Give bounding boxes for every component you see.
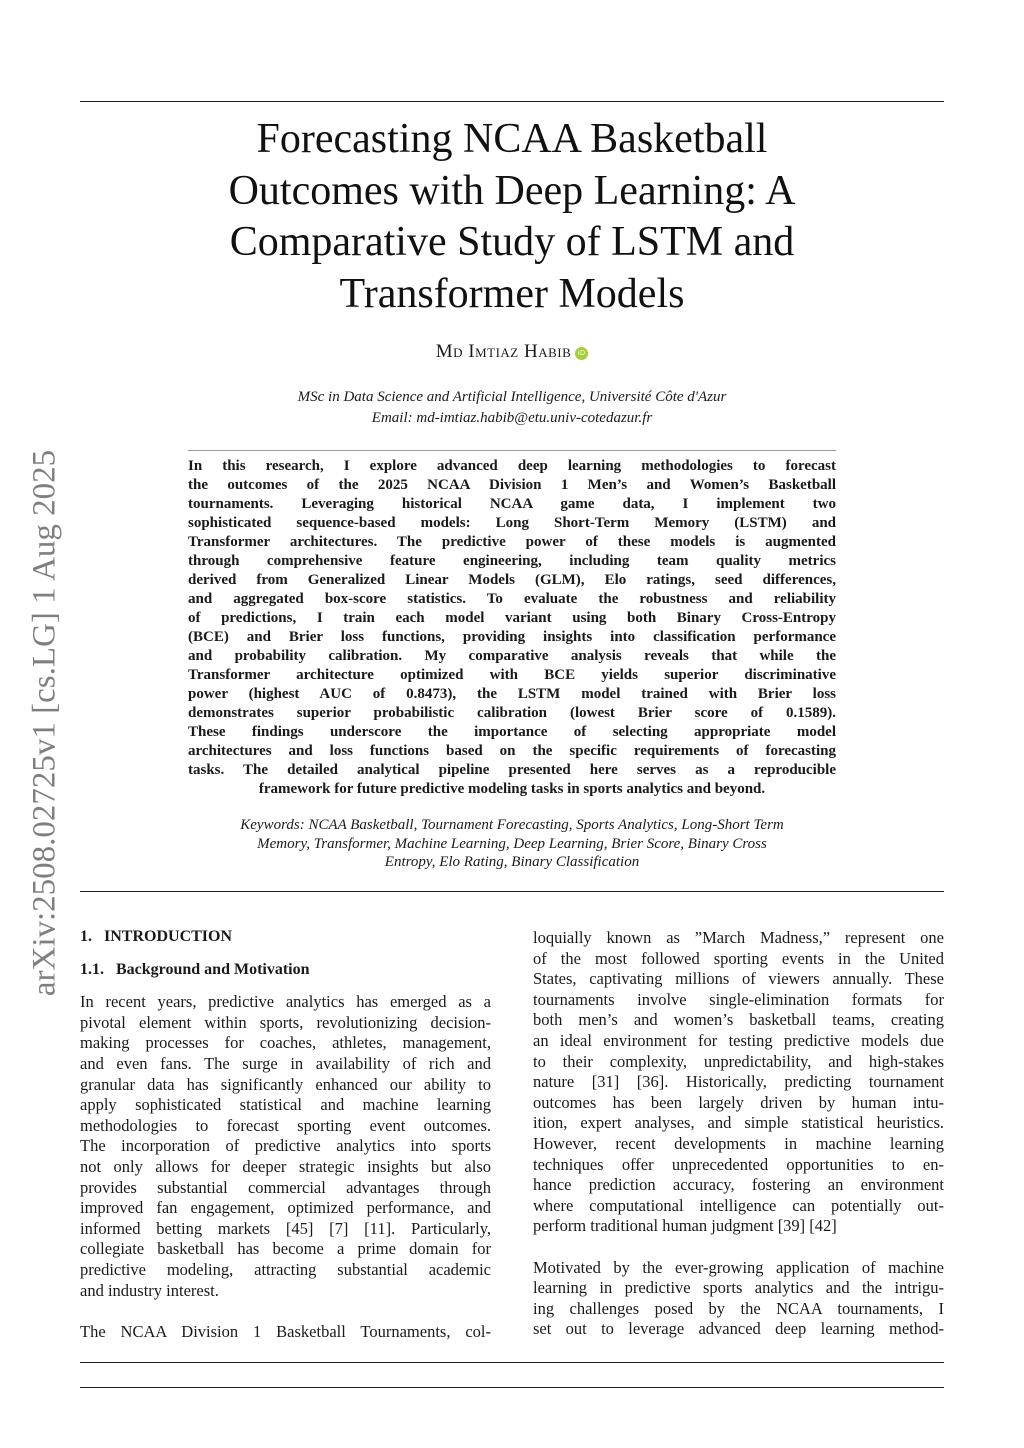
text-line: predictive modeling, attracting substant… — [80, 1259, 491, 1279]
text-line: techniques offer unprecedented opportuni… — [533, 1154, 944, 1174]
abstract-line: demonstrates superior probabilistic cali… — [188, 705, 836, 721]
abstract-line: In this research, I explore advanced dee… — [188, 458, 836, 474]
text-line: learning in predictive sports analytics … — [533, 1278, 944, 1298]
text-line: not only allows for deeper strategic ins… — [80, 1156, 491, 1176]
author-email[interactable]: Email: md-imtiaz.habib@etu.univ-cotedazu… — [371, 410, 653, 426]
keywords-line: Keywords: NCAA Basketball, Tournament Fo… — [240, 817, 784, 833]
abstract-line: architectures and loss functions based o… — [188, 743, 836, 759]
text-line: where computational intelligence can pot… — [533, 1195, 944, 1215]
text-line: In recent years, predictive analytics ha… — [80, 992, 491, 1012]
affiliation: MSc in Data Science and Artificial Intel… — [297, 389, 727, 405]
abstract-line: (BCE) and Brier loss functions, providin… — [188, 629, 836, 645]
abstract-line: Transformer architecture optimized with … — [188, 667, 836, 683]
section-title: INTRODUCTION — [104, 928, 233, 945]
paper-title: Forecasting NCAA Basketball Outcomes with… — [0, 114, 1024, 320]
author-name: Md Imtiaz Habib — [435, 341, 572, 362]
abstract-line: tasks. The detailed analytical pipeline … — [188, 762, 836, 778]
text-line: ing challenges posed by the NCAA tournam… — [533, 1298, 944, 1318]
title-line: Forecasting NCAA Basketball — [256, 116, 768, 162]
title-line: Comparative Study of LSTM and — [229, 219, 795, 265]
text-line: improved fan engagement, optimized perfo… — [80, 1198, 491, 1218]
arxiv-identifier-stamp: arXiv:2508.02725v1 [cs.LG] 1 Aug 2025 — [26, 449, 63, 997]
text-line: collegiate basketball has become a prime… — [80, 1239, 491, 1259]
abstract-line: and probability calibration. My comparat… — [188, 648, 836, 664]
paragraph: loquially known as ”March Madness,” repr… — [533, 928, 944, 1237]
text-line: methodologies to forecast sporting event… — [80, 1115, 491, 1135]
paragraph: In recent years, predictive analytics ha… — [80, 992, 491, 1301]
text-line: making processes for coaches, athletes, … — [80, 1033, 491, 1053]
subsection-heading: 1.1. Background and Motivation — [80, 960, 491, 981]
abstract-line: These findings underscore the importance… — [188, 724, 836, 740]
text-line: informed betting markets [45] [7] [11]. … — [80, 1218, 491, 1238]
keywords-line: Entropy, Elo Rating, Binary Classificati… — [384, 854, 640, 870]
abstract-line: power (highest AUC of 0.8473), the LSTM … — [188, 686, 836, 702]
subsection-number: 1.1. — [80, 960, 104, 978]
text-line: an ideal environment for testing predict… — [533, 1030, 944, 1050]
text-line: to their complexity, unpredictability, a… — [533, 1051, 944, 1071]
subsection-title: Background and Motivation — [116, 960, 310, 978]
abstract-line: derived from Generalized Linear Models (… — [188, 572, 836, 588]
footer-rule-lower — [80, 1387, 944, 1388]
abstract-line: tournaments. Leveraging historical NCAA … — [188, 496, 836, 512]
section-number: 1. — [80, 928, 92, 945]
text-line: pivotal element within sports, revolutio… — [80, 1012, 491, 1032]
keywords: Keywords: NCAA Basketball, Tournament Fo… — [188, 816, 836, 872]
text-line: Motivated by the ever-growing applicatio… — [533, 1257, 944, 1277]
text-line: and industry interest. — [80, 1280, 219, 1300]
text-line: provides substantial commercial advantag… — [80, 1177, 491, 1197]
text-line: nature [31] [36]. Historically, predicti… — [533, 1072, 944, 1092]
right-column: loquially known as ”March Madness,” repr… — [533, 928, 944, 1360]
top-rule — [80, 101, 944, 102]
abstract-line: through comprehensive feature engineerin… — [188, 553, 836, 569]
text-line: outcomes has been largely driven by huma… — [533, 1092, 944, 1112]
text-line: The NCAA Division 1 Basketball Tournamen… — [80, 1321, 491, 1341]
abstract: In this research, I explore advanced dee… — [188, 457, 836, 799]
text-line: of the most followed sporting events in … — [533, 948, 944, 968]
text-line: apply sophisticated statistical and mach… — [80, 1095, 491, 1115]
footer-rule-upper — [80, 1362, 944, 1363]
text-line: tournaments involve single-elimination f… — [533, 989, 944, 1009]
text-line: However, recent developments in machine … — [533, 1133, 944, 1153]
abstract-line: of predictions, I train each model varia… — [188, 610, 836, 626]
text-line: both men’s and women’s basketball teams,… — [533, 1010, 944, 1030]
abstract-line: framework for future predictive modeling… — [258, 781, 766, 797]
abstract-line: and aggregated box-score statistics. To … — [188, 591, 836, 607]
abstract-line: Transformer architectures. The predictiv… — [188, 534, 836, 550]
left-column: 1. INTRODUCTION 1.1. Background and Moti… — [80, 927, 491, 1363]
abstract-top-rule — [188, 450, 836, 451]
section-heading: 1. INTRODUCTION — [80, 927, 491, 948]
title-line: Transformer Models — [339, 270, 685, 317]
text-line: set out to leverage advanced deep learni… — [533, 1319, 944, 1339]
text-line: granular data has significantly enhanced… — [80, 1074, 491, 1094]
text-line: ition, expert analyses, and simple stati… — [533, 1113, 944, 1133]
keywords-line: Memory, Transformer, Machine Learning, D… — [257, 835, 767, 852]
abstract-bottom-rule — [80, 891, 944, 892]
abstract-line: sophisticated sequence-based models: Lon… — [188, 515, 836, 531]
text-line: and even fans. The surge in availability… — [80, 1053, 491, 1073]
orcid-icon[interactable]: iD — [575, 347, 589, 360]
author: Md Imtiaz Habib iD — [0, 341, 1024, 363]
text-line: States, captivating millions of viewers … — [533, 969, 944, 989]
text-line: The incorporation of predictive analytic… — [80, 1136, 491, 1156]
paragraph: Motivated by the ever-growing applicatio… — [533, 1258, 944, 1340]
paragraph: The NCAA Division 1 Basketball Tournamen… — [80, 1322, 491, 1343]
text-line: hance prediction accuracy, fostering an … — [533, 1175, 944, 1195]
text-line: loquially known as ”March Madness,” repr… — [533, 928, 944, 947]
abstract-line: the outcomes of the 2025 NCAA Division 1… — [188, 477, 836, 493]
title-line: Outcomes with Deep Learning: A — [228, 167, 796, 214]
text-line: perform traditional human judgment [39] … — [533, 1216, 837, 1236]
